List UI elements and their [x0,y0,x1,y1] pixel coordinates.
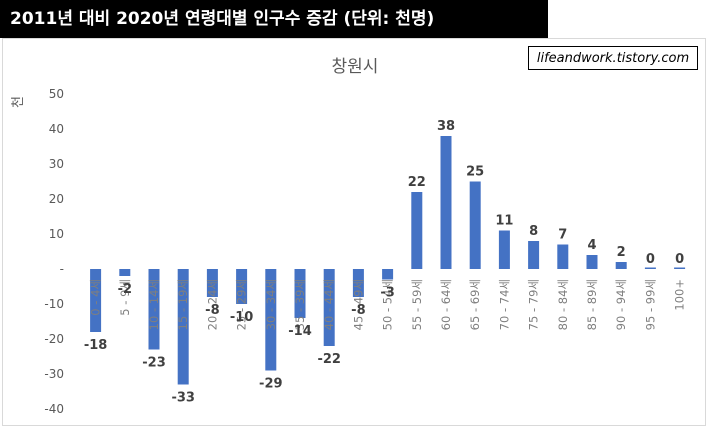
x-tick-label: 25 - 29세 [235,279,249,330]
y-tick-label: -40 [44,402,64,416]
x-tick-label: 10 - 14세 [147,279,161,330]
x-tick-label: 50 - 54세 [381,279,395,330]
data-label: -22 [317,352,341,367]
y-tick-label: 30 [49,157,64,171]
x-tick-label: 40 - 44세 [322,279,336,330]
y-tick-label: 10 [49,227,64,241]
bar [265,269,277,371]
bar [586,255,598,269]
data-label: 2 [617,245,626,260]
data-label: -8 [351,303,365,318]
x-tick-label: 30 - 34세 [264,279,278,330]
bar [469,181,481,269]
bar [644,267,656,269]
watermark: lifeandwork.tistory.com [528,46,698,70]
x-tick-label: 20 - 24세 [205,279,219,330]
x-tick-label: 35 - 39세 [293,279,307,330]
x-tick-label: 85 - 89세 [585,279,599,330]
bar [411,192,423,269]
x-tick-label: 80 - 84세 [556,279,570,330]
data-label: -33 [171,391,195,406]
data-label: -8 [205,303,219,318]
x-tick-label: 55 - 59세 [410,279,424,330]
data-label: -3 [380,286,394,301]
bar [615,262,627,269]
x-tick-label: 100+ [673,279,687,311]
bar [528,241,540,269]
data-label: 38 [437,119,455,134]
x-tick-label: 45 - 49세 [351,279,365,330]
y-tick-label: 50 [49,87,64,101]
bar [557,244,569,269]
data-label: 8 [529,224,538,239]
bar [382,269,394,280]
data-label: -10 [230,310,254,325]
x-tick-label: 0 - 4세 [89,279,103,316]
x-tick-label: 60 - 64세 [439,279,453,330]
chart-frame [2,38,706,426]
data-label: 7 [558,228,567,243]
x-tick-label: 15 - 19세 [176,279,190,330]
y-tick-label: -10 [44,297,64,311]
bar [90,269,102,332]
y-tick-label: - [60,262,64,276]
bar [177,269,189,385]
data-label: -14 [288,324,312,339]
y-axis-label: 천 [11,96,26,108]
x-tick-label: 90 - 94세 [614,279,628,330]
bar [148,269,160,350]
data-label: -18 [84,338,108,353]
data-label: -29 [259,377,283,392]
page-title: 2011년 대비 2020년 연령대별 인구수 증감 (단위: 천명) [0,0,548,38]
bar [352,269,364,297]
data-label: 22 [408,175,426,190]
data-label: -23 [142,356,166,371]
x-tick-label: 75 - 79세 [527,279,541,330]
data-label: -2 [118,282,132,297]
x-tick-label: 5 - 9세 [118,279,132,316]
data-label: 4 [587,238,596,253]
bar [119,269,131,276]
data-label: 0 [646,252,655,267]
bar [236,269,248,304]
data-label: 11 [495,214,513,229]
bar [323,269,335,346]
bar [206,269,218,297]
x-tick-label: 70 - 74세 [497,279,511,330]
bar [674,267,686,269]
bar [440,136,452,269]
data-label: 0 [675,252,684,267]
chart-title: 창원시 [332,57,379,77]
y-tick-label: -20 [44,332,64,346]
y-tick-label: 40 [49,122,64,136]
bar [498,230,510,269]
y-tick-label: -30 [44,367,64,381]
x-tick-label: 95 - 99세 [643,279,657,330]
x-tick-label: 65 - 69세 [468,279,482,330]
bar [294,269,306,318]
data-label: 25 [466,165,484,180]
y-tick-label: 20 [49,192,64,206]
